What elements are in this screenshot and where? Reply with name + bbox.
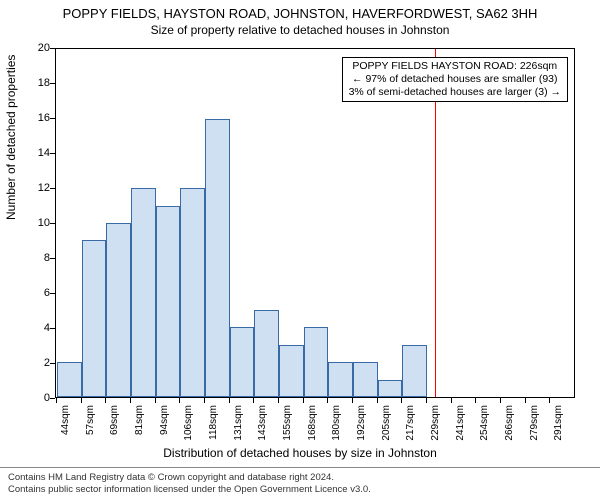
x-tick-mark (56, 398, 57, 403)
histogram-bar (106, 223, 131, 397)
y-tick-label: 20 (28, 42, 50, 54)
x-tick-mark (549, 398, 550, 403)
y-tick-label: 2 (28, 357, 50, 369)
y-tick-mark (50, 153, 55, 154)
y-tick-label: 16 (28, 112, 50, 124)
x-tick-label: 279sqm (529, 405, 540, 441)
chart-title-sub: Size of property relative to detached ho… (0, 21, 600, 37)
x-tick-label: 229sqm (430, 405, 441, 441)
x-tick-mark (204, 398, 205, 403)
x-tick-label: 291sqm (553, 405, 564, 441)
x-tick-label: 118sqm (208, 405, 219, 440)
y-tick-label: 4 (28, 322, 50, 334)
y-tick-label: 18 (28, 77, 50, 89)
histogram-bar (304, 327, 329, 397)
histogram-bar (378, 380, 403, 397)
histogram-bar (279, 345, 304, 397)
histogram-bar (205, 119, 230, 397)
histogram-bar (180, 188, 205, 397)
y-tick-mark (50, 363, 55, 364)
histogram-bar (402, 345, 427, 397)
footer-attribution: Contains HM Land Registry data © Crown c… (0, 467, 600, 500)
x-tick-mark (253, 398, 254, 403)
histogram-bar (131, 188, 156, 397)
x-tick-label: 155sqm (282, 405, 293, 441)
annotation-box: POPPY FIELDS HAYSTON ROAD: 226sqm← 97% o… (342, 57, 568, 102)
x-tick-label: 143sqm (257, 405, 268, 441)
x-tick-mark (81, 398, 82, 403)
chart-container: POPPY FIELDS, HAYSTON ROAD, JOHNSTON, HA… (0, 0, 600, 500)
annotation-line-2: ← 97% of detached houses are smaller (93… (349, 73, 561, 86)
x-tick-label: 106sqm (183, 405, 194, 441)
x-tick-label: 192sqm (356, 405, 367, 441)
x-tick-mark (377, 398, 378, 403)
x-tick-mark (426, 398, 427, 403)
x-tick-mark (278, 398, 279, 403)
y-tick-mark (50, 48, 55, 49)
y-tick-label: 10 (28, 217, 50, 229)
y-tick-label: 12 (28, 182, 50, 194)
x-tick-label: 57sqm (85, 405, 96, 435)
x-tick-mark (500, 398, 501, 403)
x-tick-label: 205sqm (381, 405, 392, 441)
x-tick-mark (401, 398, 402, 403)
chart-title-main: POPPY FIELDS, HAYSTON ROAD, JOHNSTON, HA… (0, 0, 600, 21)
y-tick-mark (50, 188, 55, 189)
histogram-bar (353, 362, 378, 397)
y-axis-label: Number of detached properties (4, 55, 18, 220)
y-tick-mark (50, 118, 55, 119)
x-tick-mark (105, 398, 106, 403)
x-axis-label: Distribution of detached houses by size … (0, 446, 600, 460)
y-tick-mark (50, 223, 55, 224)
footer-line-1: Contains HM Land Registry data © Crown c… (8, 472, 592, 484)
y-tick-mark (50, 293, 55, 294)
footer-line-2: Contains public sector information licen… (8, 484, 592, 496)
histogram-bar (254, 310, 279, 397)
x-tick-label: 254sqm (479, 405, 490, 441)
x-tick-label: 217sqm (405, 405, 416, 441)
x-tick-mark (525, 398, 526, 403)
x-tick-label: 241sqm (455, 405, 466, 441)
x-tick-mark (475, 398, 476, 403)
x-tick-label: 44sqm (60, 405, 71, 435)
x-tick-mark (155, 398, 156, 403)
histogram-bar (57, 362, 82, 397)
x-tick-mark (352, 398, 353, 403)
x-tick-label: 81sqm (134, 405, 145, 435)
y-tick-mark (50, 328, 55, 329)
x-tick-mark (451, 398, 452, 403)
y-tick-label: 8 (28, 252, 50, 264)
x-tick-label: 94sqm (159, 405, 170, 435)
x-tick-label: 180sqm (331, 405, 342, 441)
y-tick-label: 6 (28, 287, 50, 299)
y-tick-mark (50, 83, 55, 84)
y-tick-mark (50, 258, 55, 259)
x-tick-mark (130, 398, 131, 403)
x-tick-label: 168sqm (307, 405, 318, 441)
y-tick-label: 14 (28, 147, 50, 159)
histogram-bar (328, 362, 353, 397)
annotation-line-1: POPPY FIELDS HAYSTON ROAD: 226sqm (349, 60, 561, 73)
x-tick-label: 266sqm (504, 405, 515, 441)
x-tick-mark (327, 398, 328, 403)
x-tick-mark (303, 398, 304, 403)
histogram-bar (230, 327, 255, 397)
histogram-bar (156, 206, 181, 397)
y-tick-label: 0 (28, 392, 50, 404)
x-tick-label: 69sqm (109, 405, 120, 435)
y-tick-mark (50, 398, 55, 399)
annotation-line-3: 3% of semi-detached houses are larger (3… (349, 86, 561, 99)
x-tick-mark (229, 398, 230, 403)
x-tick-mark (179, 398, 180, 403)
plot-area: POPPY FIELDS HAYSTON ROAD: 226sqm← 97% o… (55, 48, 575, 398)
histogram-bar (82, 240, 107, 397)
x-tick-label: 131sqm (233, 405, 244, 441)
